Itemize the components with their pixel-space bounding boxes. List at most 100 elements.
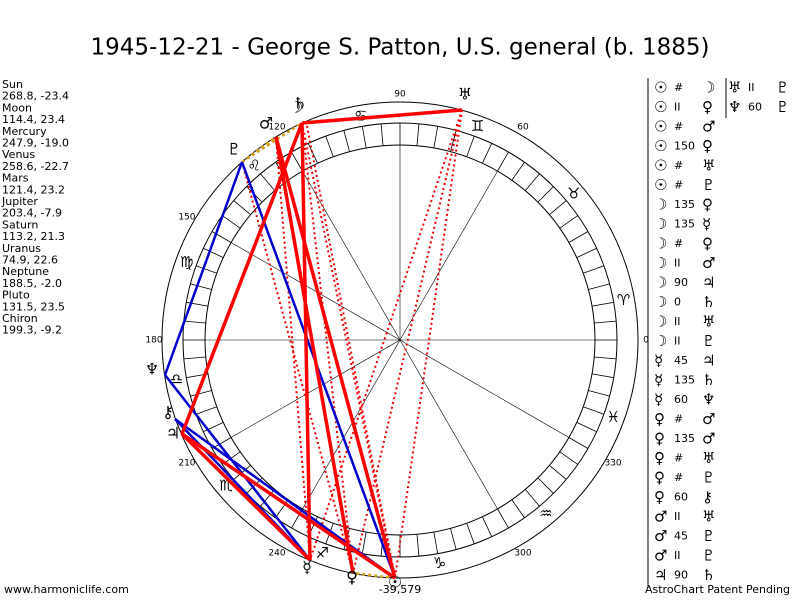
- aspect-type: II: [674, 101, 681, 114]
- band-tick: [583, 406, 605, 415]
- aspect-planet: ♃: [654, 566, 667, 584]
- aspect-planet: ♅: [702, 157, 715, 175]
- aspect-planet: ♅: [728, 79, 741, 97]
- aspect-type: #: [674, 179, 683, 192]
- band-tick: [588, 283, 610, 290]
- aspect-type: 90: [674, 569, 688, 582]
- degree-label: 330: [604, 459, 621, 469]
- band-tick: [511, 499, 525, 518]
- aspect-line: [274, 136, 397, 579]
- band-tick: [195, 406, 217, 415]
- planet-glyph: ☉: [388, 573, 402, 592]
- zodiac-sign: ♉: [567, 185, 580, 203]
- zodiac-sign: ♓: [607, 408, 620, 426]
- band-tick: [325, 135, 334, 157]
- band-tick: [291, 151, 303, 172]
- aspect-planet: ☽: [654, 313, 667, 331]
- band-tick: [233, 200, 251, 215]
- band-tick: [380, 123, 384, 146]
- footer-center: -39,579: [379, 583, 421, 596]
- aspect-line: [274, 136, 355, 574]
- band-tick: [466, 135, 475, 157]
- aspect-line: [164, 374, 311, 561]
- aspect-planet: ☉: [654, 98, 667, 116]
- cusp-line: [230, 339, 401, 438]
- aspect-line: [300, 122, 312, 561]
- planet-coords: 74.9, 22.6: [2, 254, 58, 267]
- aspect-line: [301, 122, 354, 574]
- aspect-planet: ♂: [654, 527, 667, 545]
- aspect-line: [301, 108, 463, 125]
- degree-label: 180: [145, 336, 162, 346]
- aspect-planet: ♂: [654, 508, 667, 526]
- planet-name: Pluto: [2, 289, 30, 302]
- aspect-planet: ♀: [702, 235, 713, 253]
- degree-label: 240: [268, 549, 285, 559]
- planet-name: Jupiter: [1, 195, 38, 208]
- aspect-planet: ♆: [702, 391, 715, 409]
- zodiac-sign: ♈: [617, 291, 630, 309]
- aspect-planet: ♇: [702, 527, 715, 545]
- band-tick: [591, 301, 614, 307]
- aspect-planet: ♅: [702, 449, 715, 467]
- degree-label: 210: [178, 459, 195, 469]
- aspect-planet: ♀: [654, 488, 665, 506]
- aspect-planet: ☽: [654, 274, 667, 292]
- aspect-planet: ♀: [654, 410, 665, 428]
- band-tick: [549, 200, 567, 215]
- aspect-planet: ♂: [702, 118, 715, 136]
- band-tick: [576, 247, 597, 258]
- aspect-type: II: [674, 510, 681, 523]
- band-tick: [537, 186, 554, 203]
- aspect-type: II: [674, 257, 681, 270]
- band-tick: [497, 508, 509, 529]
- aspect-type: #: [674, 452, 683, 465]
- band-tick: [594, 320, 617, 324]
- planet-glyph: ♂: [259, 114, 273, 133]
- aspect-type: 45: [674, 354, 688, 367]
- planet-glyph: ☽: [289, 98, 303, 117]
- aspect-planet: ♂: [654, 547, 667, 565]
- band-tick: [222, 215, 241, 229]
- aspect-planet: ♇: [702, 469, 715, 487]
- aspect-line: [241, 135, 277, 164]
- aspect-planet: ♇: [702, 547, 715, 565]
- zodiac-sign: ♒: [539, 504, 552, 522]
- aspect-planet: ♀: [702, 98, 713, 116]
- planet-name: Moon: [2, 101, 32, 114]
- aspect-planet: ♀: [654, 469, 665, 487]
- aspect-planet: ♆: [728, 98, 741, 116]
- aspect-planet: ☽: [654, 332, 667, 350]
- aspect-type: #: [674, 120, 683, 133]
- aspect-planet: ☽: [654, 196, 667, 214]
- planet-coords: 203.4, -7.9: [2, 207, 62, 220]
- planet-coords: 131.5, 23.5: [2, 300, 65, 313]
- degree-label: 150: [178, 213, 195, 223]
- planet-name: Mars: [2, 172, 29, 185]
- aspect-line: [163, 161, 244, 376]
- aspect-type: #: [674, 413, 683, 426]
- title: 1945-12-21 - George S. Patton, U.S. gene…: [90, 35, 709, 61]
- planet-glyph: ♄: [293, 94, 307, 113]
- band-tick: [190, 390, 212, 397]
- footer-right: AstroChart Patent Pending: [645, 583, 790, 596]
- outer-circle: [161, 101, 639, 579]
- aspect-line: [181, 432, 396, 580]
- aspect-planet: ⚷: [702, 488, 713, 506]
- aspect-type: 60: [674, 393, 688, 406]
- planet-coords: 188.5, -2.0: [2, 277, 62, 290]
- zodiac-sign: ♍: [180, 253, 193, 271]
- band-tick: [588, 390, 610, 397]
- band-tick: [291, 508, 303, 529]
- aspect-type: #: [674, 471, 683, 484]
- aspect-planet: ☿: [654, 391, 663, 409]
- aspect-planet: ☽: [654, 254, 667, 272]
- aspect-line: [180, 432, 312, 562]
- aspect-planet: ♇: [776, 79, 789, 97]
- band-tick: [416, 534, 420, 557]
- planet-coords: 114.4, 23.4: [2, 113, 65, 126]
- aspect-line: [394, 109, 463, 579]
- band-tick: [591, 373, 614, 379]
- band-tick: [260, 173, 275, 191]
